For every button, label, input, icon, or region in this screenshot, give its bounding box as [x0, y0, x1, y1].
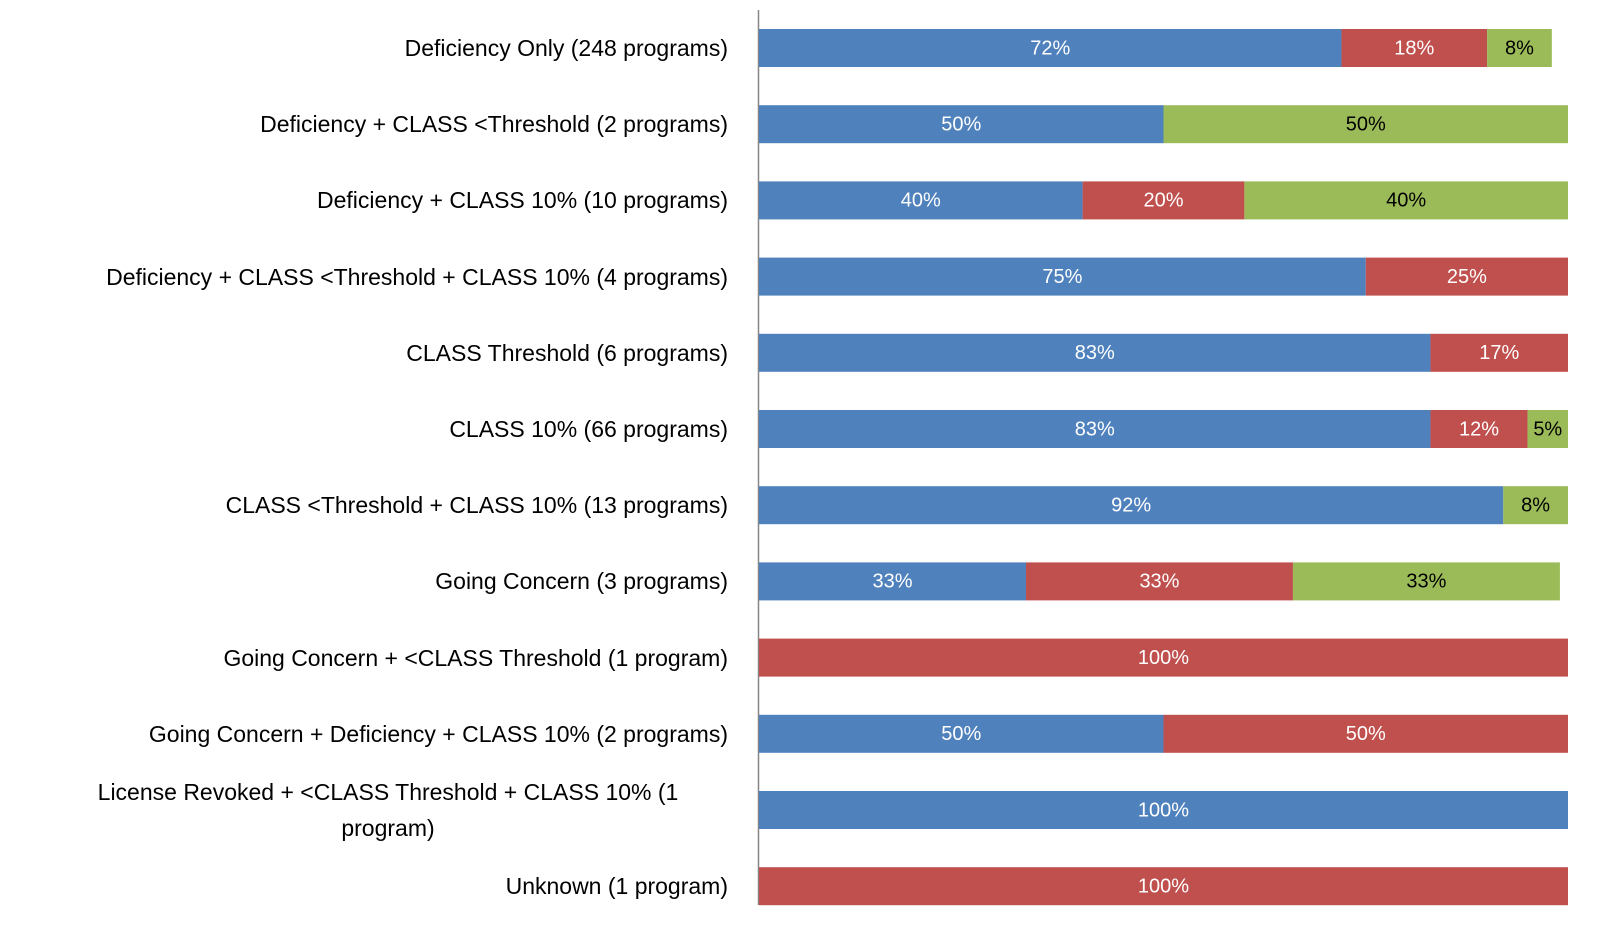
bar-segment: [1503, 486, 1568, 525]
data-label: 50%: [941, 113, 981, 135]
data-label: 5%: [1533, 418, 1562, 440]
data-label: 83%: [1075, 342, 1115, 364]
data-label: 12%: [1459, 418, 1499, 440]
bar-segment: [759, 867, 1568, 906]
data-label: 100%: [1138, 647, 1189, 669]
bar-segment: [1527, 410, 1568, 448]
data-label: 72%: [1030, 37, 1070, 59]
data-label: 8%: [1521, 494, 1550, 516]
bar-segment: [759, 562, 1026, 601]
bar-segment: [1163, 714, 1568, 753]
category-label: Deficiency Only (248 programs): [404, 35, 728, 61]
bar-segment: [759, 105, 1164, 144]
bar-segment: [1341, 29, 1488, 67]
data-label: 33%: [1406, 571, 1446, 593]
bar-segment: [1430, 410, 1528, 448]
bar-segment: [759, 257, 1366, 296]
data-label: 20%: [1143, 190, 1183, 212]
category-label: Going Concern + <CLASS Threshold (1 prog…: [223, 644, 728, 671]
data-label: 75%: [1042, 266, 1082, 288]
data-label: 40%: [1386, 190, 1426, 212]
bar-segment: [1244, 181, 1568, 220]
bar-segment: [759, 486, 1504, 525]
bar-segment: [759, 791, 1568, 829]
data-label: 33%: [872, 571, 912, 593]
category-label: Deficiency + CLASS <Threshold (2 program…: [260, 111, 728, 138]
data-label: 92%: [1111, 494, 1151, 516]
category-label: Deficiency + CLASS 10% (10 programs): [317, 187, 728, 214]
data-label: 18%: [1394, 37, 1434, 59]
data-label: 50%: [1346, 113, 1386, 135]
bar-segment: [759, 638, 1568, 677]
data-label: 33%: [1139, 571, 1179, 593]
bar-segment: [1292, 562, 1560, 601]
category-label: Going Concern (3 programs): [435, 568, 728, 595]
bar-segment: [759, 714, 1164, 753]
data-label: 8%: [1505, 37, 1534, 59]
bar-segment: [1365, 257, 1568, 296]
category-label: CLASS <Threshold + CLASS 10% (13 program…: [225, 492, 728, 519]
data-label: 50%: [941, 723, 981, 745]
data-label: 50%: [1346, 723, 1386, 745]
bar-segment: [1430, 333, 1568, 372]
category-label: Going Concern + Deficiency + CLASS 10% (…: [148, 720, 728, 747]
bar-segment: [1163, 105, 1568, 144]
bar-segment: [759, 333, 1431, 372]
data-label: 25%: [1447, 266, 1487, 288]
data-label: 17%: [1479, 342, 1519, 364]
data-label: 40%: [901, 190, 941, 212]
data-label: 83%: [1075, 418, 1115, 440]
bar-segment: [1487, 29, 1552, 67]
bar-segment: [759, 410, 1431, 448]
category-label: CLASS 10% (66 programs): [449, 416, 728, 442]
bar-segment: [1025, 562, 1293, 601]
data-label: 100%: [1138, 799, 1189, 821]
category-label: Deficiency + CLASS <Threshold + CLASS 10…: [106, 263, 728, 290]
bar-segment: [759, 181, 1083, 220]
bar-segment: [759, 29, 1342, 67]
category-label: CLASS Threshold (6 programs): [406, 339, 728, 366]
category-label: License Revoked + <CLASS Threshold + CLA…: [97, 779, 679, 841]
category-label: Unknown (1 program): [505, 873, 728, 900]
data-label: 100%: [1138, 875, 1189, 897]
bar-segment: [1082, 181, 1245, 220]
